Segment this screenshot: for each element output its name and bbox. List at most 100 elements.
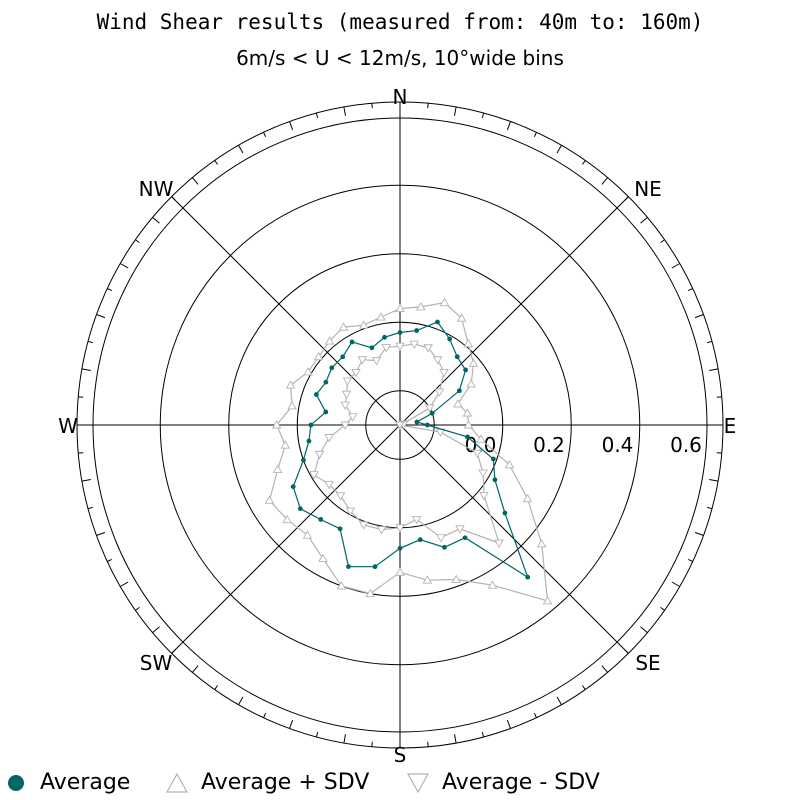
data-point-2: [335, 492, 346, 501]
frame-tick: [87, 340, 93, 344]
series-line-1: [268, 302, 549, 602]
frame-tick: [120, 263, 129, 269]
frame-tick: [506, 121, 511, 131]
data-point-1: [395, 303, 405, 312]
data-point-1: [463, 420, 474, 429]
data-point-1: [536, 538, 547, 548]
data-point-1: [272, 464, 283, 473]
chart-subtitle: 6m/s < U < 12m/s, 10°wide bins: [236, 46, 564, 70]
data-point-0: [337, 526, 343, 532]
frame-tick: [152, 216, 160, 224]
data-point-2: [351, 369, 361, 378]
data-point-0: [301, 457, 306, 463]
triangle-up-icon: [165, 772, 189, 793]
data-point-1: [271, 420, 282, 429]
data-point-0: [490, 456, 496, 462]
data-point-1: [504, 459, 515, 469]
data-point-2: [341, 390, 352, 400]
frame-tick: [454, 106, 457, 116]
frame-tick: [238, 696, 244, 705]
data-point-0: [463, 367, 468, 373]
frame-tick: [191, 665, 199, 673]
data-point-0: [417, 537, 423, 543]
data-point-0: [313, 392, 319, 397]
data-point-2: [395, 421, 405, 430]
data-point-0: [323, 409, 329, 415]
frame-tick: [581, 160, 586, 165]
radial-tick-label: 0.2: [533, 433, 565, 457]
frame-tick: [707, 340, 713, 344]
frame-tick: [191, 177, 199, 185]
data-point-1: [285, 380, 296, 389]
data-point-0: [297, 506, 303, 512]
frame-tick: [671, 263, 680, 269]
data-point-0: [369, 345, 375, 351]
data-point-1: [463, 338, 474, 348]
data-point-1: [264, 495, 275, 504]
frame-tick: [343, 734, 346, 744]
data-point-2: [324, 480, 334, 490]
data-point-2: [434, 388, 445, 397]
data-point-0: [456, 388, 462, 394]
compass-label: E: [724, 414, 737, 438]
data-point-2: [376, 526, 387, 535]
data-point-2: [479, 491, 489, 501]
data-point-0: [502, 510, 508, 516]
data-point-0: [329, 365, 335, 371]
data-point-0: [454, 354, 460, 360]
data-point-2: [439, 369, 449, 378]
data-point-0: [397, 545, 403, 551]
data-point-0: [447, 336, 453, 342]
data-point-0: [442, 544, 447, 550]
frame-tick: [263, 132, 267, 138]
data-point-2: [395, 524, 405, 533]
chart-title: Wind Shear results (measured from: 40m t…: [96, 10, 704, 34]
data-point-1: [302, 530, 313, 539]
data-point-0: [414, 419, 420, 425]
triangle-down-icon: [406, 772, 430, 793]
frame-tick: [709, 479, 719, 482]
compass-label: NW: [139, 177, 174, 201]
spoke: [171, 196, 401, 426]
frame-tick: [81, 368, 91, 371]
frame-tick: [481, 732, 485, 738]
frame-tick: [581, 685, 586, 690]
frame-tick: [454, 734, 457, 744]
data-point-0: [340, 354, 346, 360]
data-point-2: [409, 340, 420, 349]
frame-tick: [533, 132, 537, 138]
frame-tick: [506, 719, 511, 729]
data-point-1: [395, 567, 405, 576]
compass-label: W: [58, 414, 78, 438]
data-point-1: [451, 574, 462, 583]
legend-item-average-minus-sdv: Average - SDV: [406, 770, 600, 795]
frame-tick: [640, 216, 648, 224]
compass-label: SW: [140, 651, 173, 675]
data-point-1: [336, 581, 347, 590]
data-point-0: [382, 334, 387, 340]
data-point-2: [423, 344, 433, 353]
data-point-2: [324, 434, 334, 443]
data-point-0: [306, 438, 312, 444]
compass-label: N: [393, 85, 408, 109]
legend: Average Average + SDV Average - SDV: [0, 770, 800, 800]
frame-tick: [96, 531, 106, 536]
data-point-1: [282, 514, 292, 524]
data-point-1: [466, 378, 476, 388]
polar-grid: [76, 101, 724, 749]
data-point-0: [465, 434, 470, 440]
frame-tick: [694, 531, 704, 536]
data-point-1: [338, 322, 349, 331]
frame-tick: [533, 712, 537, 718]
data-point-2: [340, 401, 351, 410]
legend-label-average: Average: [40, 770, 131, 795]
frame-tick: [81, 479, 91, 482]
frame-tick: [263, 712, 267, 718]
compass-label: SE: [635, 651, 660, 675]
data-point-2: [348, 413, 358, 422]
legend-label-average-plus-sdv: Average + SDV: [201, 770, 370, 795]
frame-tick: [135, 239, 140, 244]
data-point-2: [358, 521, 369, 530]
data-point-1: [358, 320, 369, 329]
